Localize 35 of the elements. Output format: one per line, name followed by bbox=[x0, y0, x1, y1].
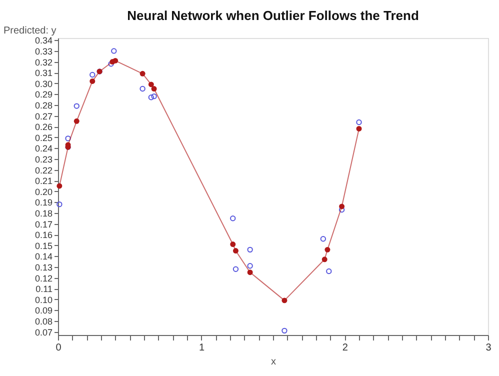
y-tick-label: 0.28 bbox=[34, 100, 52, 110]
x-tick-label: 3 bbox=[486, 342, 492, 354]
y-tick-label: 0.33 bbox=[34, 46, 52, 56]
y-tick-label: 0.13 bbox=[34, 262, 52, 272]
y-tick-label: 0.17 bbox=[34, 219, 52, 230]
y-tick-label: 0.15 bbox=[34, 240, 52, 251]
y-tick-label: 0.30 bbox=[34, 78, 52, 89]
y-tick-label: 0.08 bbox=[34, 316, 52, 326]
y-tick-label: 0.25 bbox=[34, 132, 52, 143]
y-tick-label: 0.18 bbox=[34, 208, 52, 218]
y-tick-label: 0.07 bbox=[34, 327, 52, 338]
y-tick-label: 0.29 bbox=[34, 90, 52, 100]
y-tick-label: 0.31 bbox=[34, 68, 52, 78]
chart-title: Neural Network when Outlier Follows the Trend bbox=[127, 8, 419, 23]
x-axis-title: x bbox=[271, 356, 276, 368]
y-tick-label: 0.09 bbox=[34, 306, 52, 316]
y-tick-label: 0.21 bbox=[34, 176, 52, 186]
x-tick-label: 2 bbox=[342, 342, 348, 354]
y-tick-label: 0.23 bbox=[34, 154, 52, 164]
y-tick-label: 0.26 bbox=[34, 122, 52, 132]
y-tick-label: 0.34 bbox=[34, 36, 52, 46]
x-tick-label: 0 bbox=[56, 342, 62, 354]
y-tick-label: 0.10 bbox=[34, 294, 52, 305]
y-tick-label: 0.20 bbox=[34, 186, 52, 197]
x-tick-label: 1 bbox=[199, 342, 206, 354]
y-tick-label: 0.24 bbox=[34, 144, 52, 154]
y-tick-label: 0.14 bbox=[34, 252, 52, 262]
y-tick-label: 0.22 bbox=[34, 165, 52, 176]
y-tick-label: 0.32 bbox=[34, 57, 52, 68]
y-tick-label: 0.12 bbox=[34, 273, 52, 284]
y-tick-label: 0.19 bbox=[34, 198, 52, 208]
y-tick-label: 0.11 bbox=[36, 284, 52, 294]
y-axis-title: Predicted: y bbox=[4, 26, 56, 36]
y-tick-label: 0.27 bbox=[34, 111, 52, 122]
y-tick-label: 0.16 bbox=[34, 230, 52, 240]
